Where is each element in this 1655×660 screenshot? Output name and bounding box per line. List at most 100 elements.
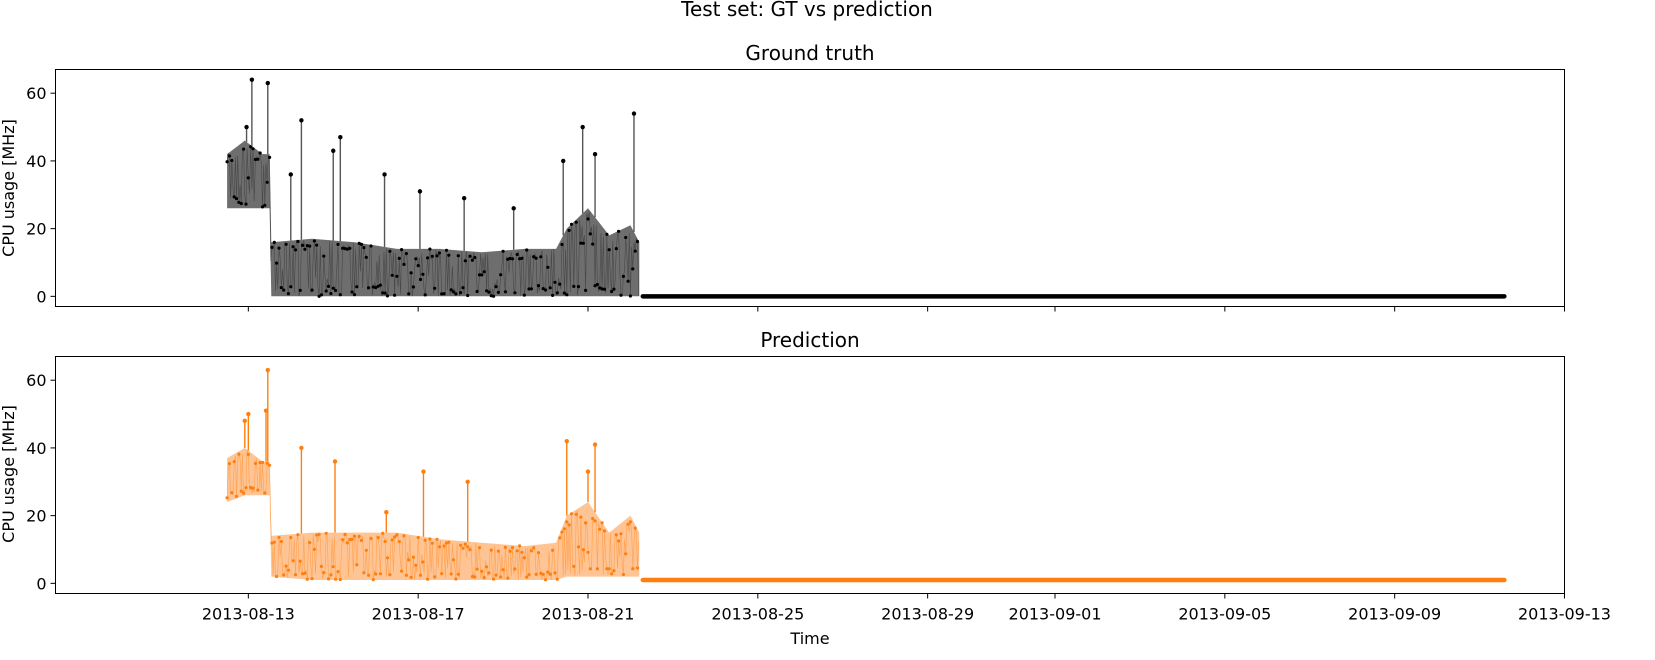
data-point [378,283,382,287]
data-point [546,570,550,574]
ground-truth-axes-frame [55,69,1565,307]
data-point [631,267,635,271]
data-point [362,246,366,250]
data-point [348,537,352,542]
data-point [470,258,474,262]
data-point [584,521,588,525]
data-point [562,291,567,295]
data-point [225,160,229,164]
spike-point [564,438,569,444]
data-point [548,286,552,290]
data-point [496,549,500,553]
data-point [456,572,460,576]
data-point [324,289,328,293]
spike-point [592,442,598,447]
data-point [602,529,607,533]
x-tick-label: 2013-08-17 [372,605,465,624]
spike-point [299,118,304,123]
data-point [536,284,541,288]
data-point [569,512,574,516]
data-point [331,286,335,290]
data-point [416,264,420,268]
data-point [383,539,387,544]
data-point [624,552,628,556]
data-point [362,571,366,575]
data-point [459,291,463,295]
data-point [263,203,267,207]
data-point [588,232,592,236]
data-point [593,519,597,523]
data-point [442,292,446,296]
data-point [487,290,491,294]
data-point [352,534,357,538]
data-point [265,180,269,184]
data-point [293,248,298,252]
data-point [558,536,562,540]
y-tick-label: 0 [36,287,46,306]
data-point [286,568,290,572]
data-point [232,460,236,464]
data-point [305,244,309,248]
data-point [258,461,262,465]
data-point [485,289,489,293]
data-point [567,228,571,232]
data-point [562,527,567,531]
spike-point [585,469,591,474]
data-point [416,535,420,540]
data-point [409,271,413,275]
data-point [364,255,368,259]
data-point [576,285,581,289]
data-point [489,548,493,552]
data-point [520,550,524,554]
data-point [482,576,486,580]
y-tick-label: 60 [26,371,46,390]
data-point [605,232,609,236]
x-tick-label: 2013-09-01 [1009,605,1102,624]
data-point [508,549,512,553]
data-point [454,577,458,581]
data-point [242,147,246,151]
data-point [503,290,507,294]
data-point [253,461,257,465]
data-point [619,293,623,297]
spike-point [561,158,566,164]
data-point [494,573,498,577]
data-point [275,261,279,265]
ground-truth-ylabel: CPU usage [MHz] [0,119,18,257]
data-point [591,516,595,521]
data-point [397,256,401,260]
data-point [388,573,392,577]
data-point [628,294,633,298]
data-point [588,567,592,571]
data-point [539,571,543,575]
data-point [260,205,265,209]
data-point [355,285,359,289]
data-point [258,151,262,155]
data-point [341,538,345,542]
data-point [459,543,463,547]
data-point [256,157,260,161]
x-tick-label: 2013-08-13 [202,605,295,624]
data-point [435,537,439,541]
data-point [227,462,232,466]
spike-point [249,77,255,82]
prediction-panel: Prediction CPU usage [MHz] 0 20 40 60 2013-0… [0,328,1611,624]
data-point [312,547,316,552]
data-point [312,239,316,243]
data-point [296,239,300,244]
data-point [251,486,255,490]
data-point [626,279,630,283]
data-point [426,577,430,581]
data-point [338,577,342,582]
data-point [317,294,321,298]
data-point [423,293,427,297]
spike-point [244,124,249,130]
data-point [265,461,269,465]
data-point [381,531,385,536]
data-point [525,575,529,579]
data-point [487,571,491,575]
data-point [296,533,300,537]
data-point [355,563,359,567]
data-point [263,491,267,495]
data-point [560,530,564,534]
